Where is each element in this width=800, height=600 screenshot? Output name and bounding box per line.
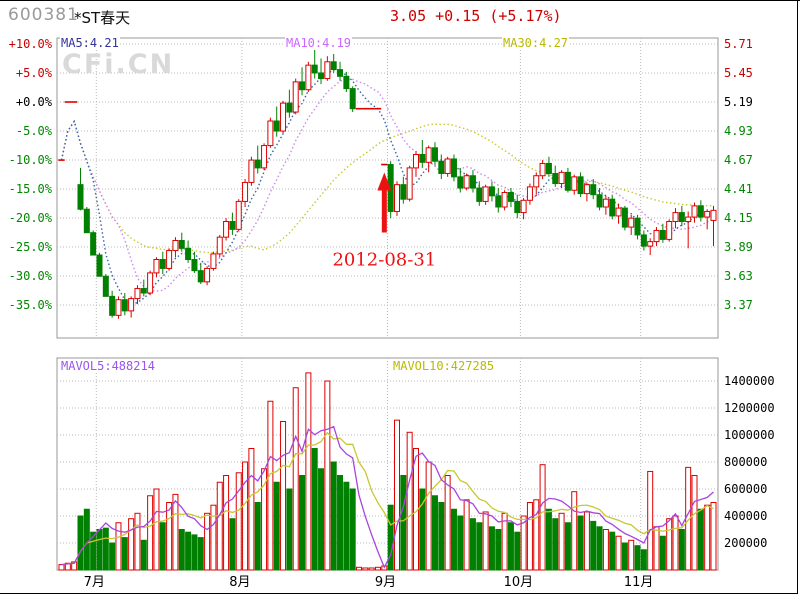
price-axis-tick: 5.45 [724, 66, 753, 80]
volume-axis-tick: 200000 [724, 536, 767, 550]
volume-axis-tick: 1400000 [724, 374, 775, 388]
price-axis-tick: 5.71 [724, 37, 753, 51]
price-axis-tick: 3.89 [724, 240, 753, 254]
ma5-line [60, 68, 714, 305]
price-axis-tick: 4.41 [724, 182, 753, 196]
price-axis-tick: 4.93 [724, 124, 753, 138]
stock-name: *ST春天 [74, 9, 131, 27]
pct-axis-tick: -30.0% [9, 269, 53, 283]
ma30-line [60, 119, 714, 254]
stock-quote: 3.05 +0.15 (+5.17%) [390, 7, 562, 25]
price-axis-tick: 4.15 [724, 211, 753, 225]
volume-bars-layer [58, 372, 717, 571]
volume-axis-tick: 800000 [724, 455, 767, 469]
price-axis-tick: 3.37 [724, 298, 753, 312]
ma10-legend: MA10:4.19 [285, 36, 353, 50]
mavol5-legend: MAVOL5:488214 [60, 359, 156, 373]
ma30-legend: MA30:4.27 [502, 36, 570, 50]
pct-axis-tick: +10.0% [9, 37, 53, 51]
price-axis-tick: 5.19 [724, 95, 753, 109]
pct-axis-tick: -5.0% [16, 124, 53, 138]
month-label: 8月 [229, 575, 250, 590]
candles-layer [58, 43, 717, 319]
pct-axis-tick: -25.0% [9, 240, 53, 254]
pct-axis-tick: -35.0% [9, 298, 53, 312]
month-label: 10月 [504, 575, 534, 590]
volume-axis-tick: 1000000 [724, 428, 775, 442]
volume-axis-tick: 400000 [724, 509, 767, 523]
pct-axis-tick: +5.0% [16, 66, 53, 80]
ma5-legend: MA5:4.21 [60, 36, 120, 50]
stock-code: 600381 [8, 5, 79, 25]
month-label: 11月 [624, 575, 654, 590]
event-date-label: 2012-08-31 [332, 250, 436, 271]
pct-axis-tick: -10.0% [9, 153, 53, 167]
price-axis-tick: 3.63 [724, 269, 753, 283]
volume-axis-tick: 600000 [724, 482, 767, 496]
month-label: 7月 [84, 575, 105, 590]
mavol10-legend: MAVOL10:427285 [392, 359, 496, 373]
volume-axis-tick: 1200000 [724, 401, 775, 415]
pct-axis-tick: +0.0% [16, 95, 53, 109]
month-label: 9月 [375, 575, 396, 590]
mavol10-line [61, 431, 714, 566]
event-arrow [377, 172, 392, 233]
watermark-logo: CFi.CN [62, 49, 175, 80]
price-axis-tick: 4.67 [724, 153, 753, 167]
pct-axis-tick: -15.0% [9, 182, 53, 196]
mavol5-line [61, 425, 714, 569]
pct-axis-tick: -20.0% [9, 211, 53, 225]
